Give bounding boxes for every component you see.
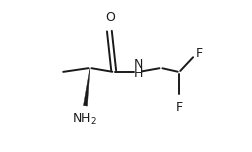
Polygon shape: [83, 68, 90, 106]
Text: N: N: [134, 57, 143, 71]
Text: NH$_2$: NH$_2$: [72, 112, 97, 127]
Text: F: F: [176, 101, 183, 114]
Text: O: O: [105, 11, 115, 24]
Text: F: F: [196, 47, 203, 60]
Text: H: H: [134, 67, 143, 80]
